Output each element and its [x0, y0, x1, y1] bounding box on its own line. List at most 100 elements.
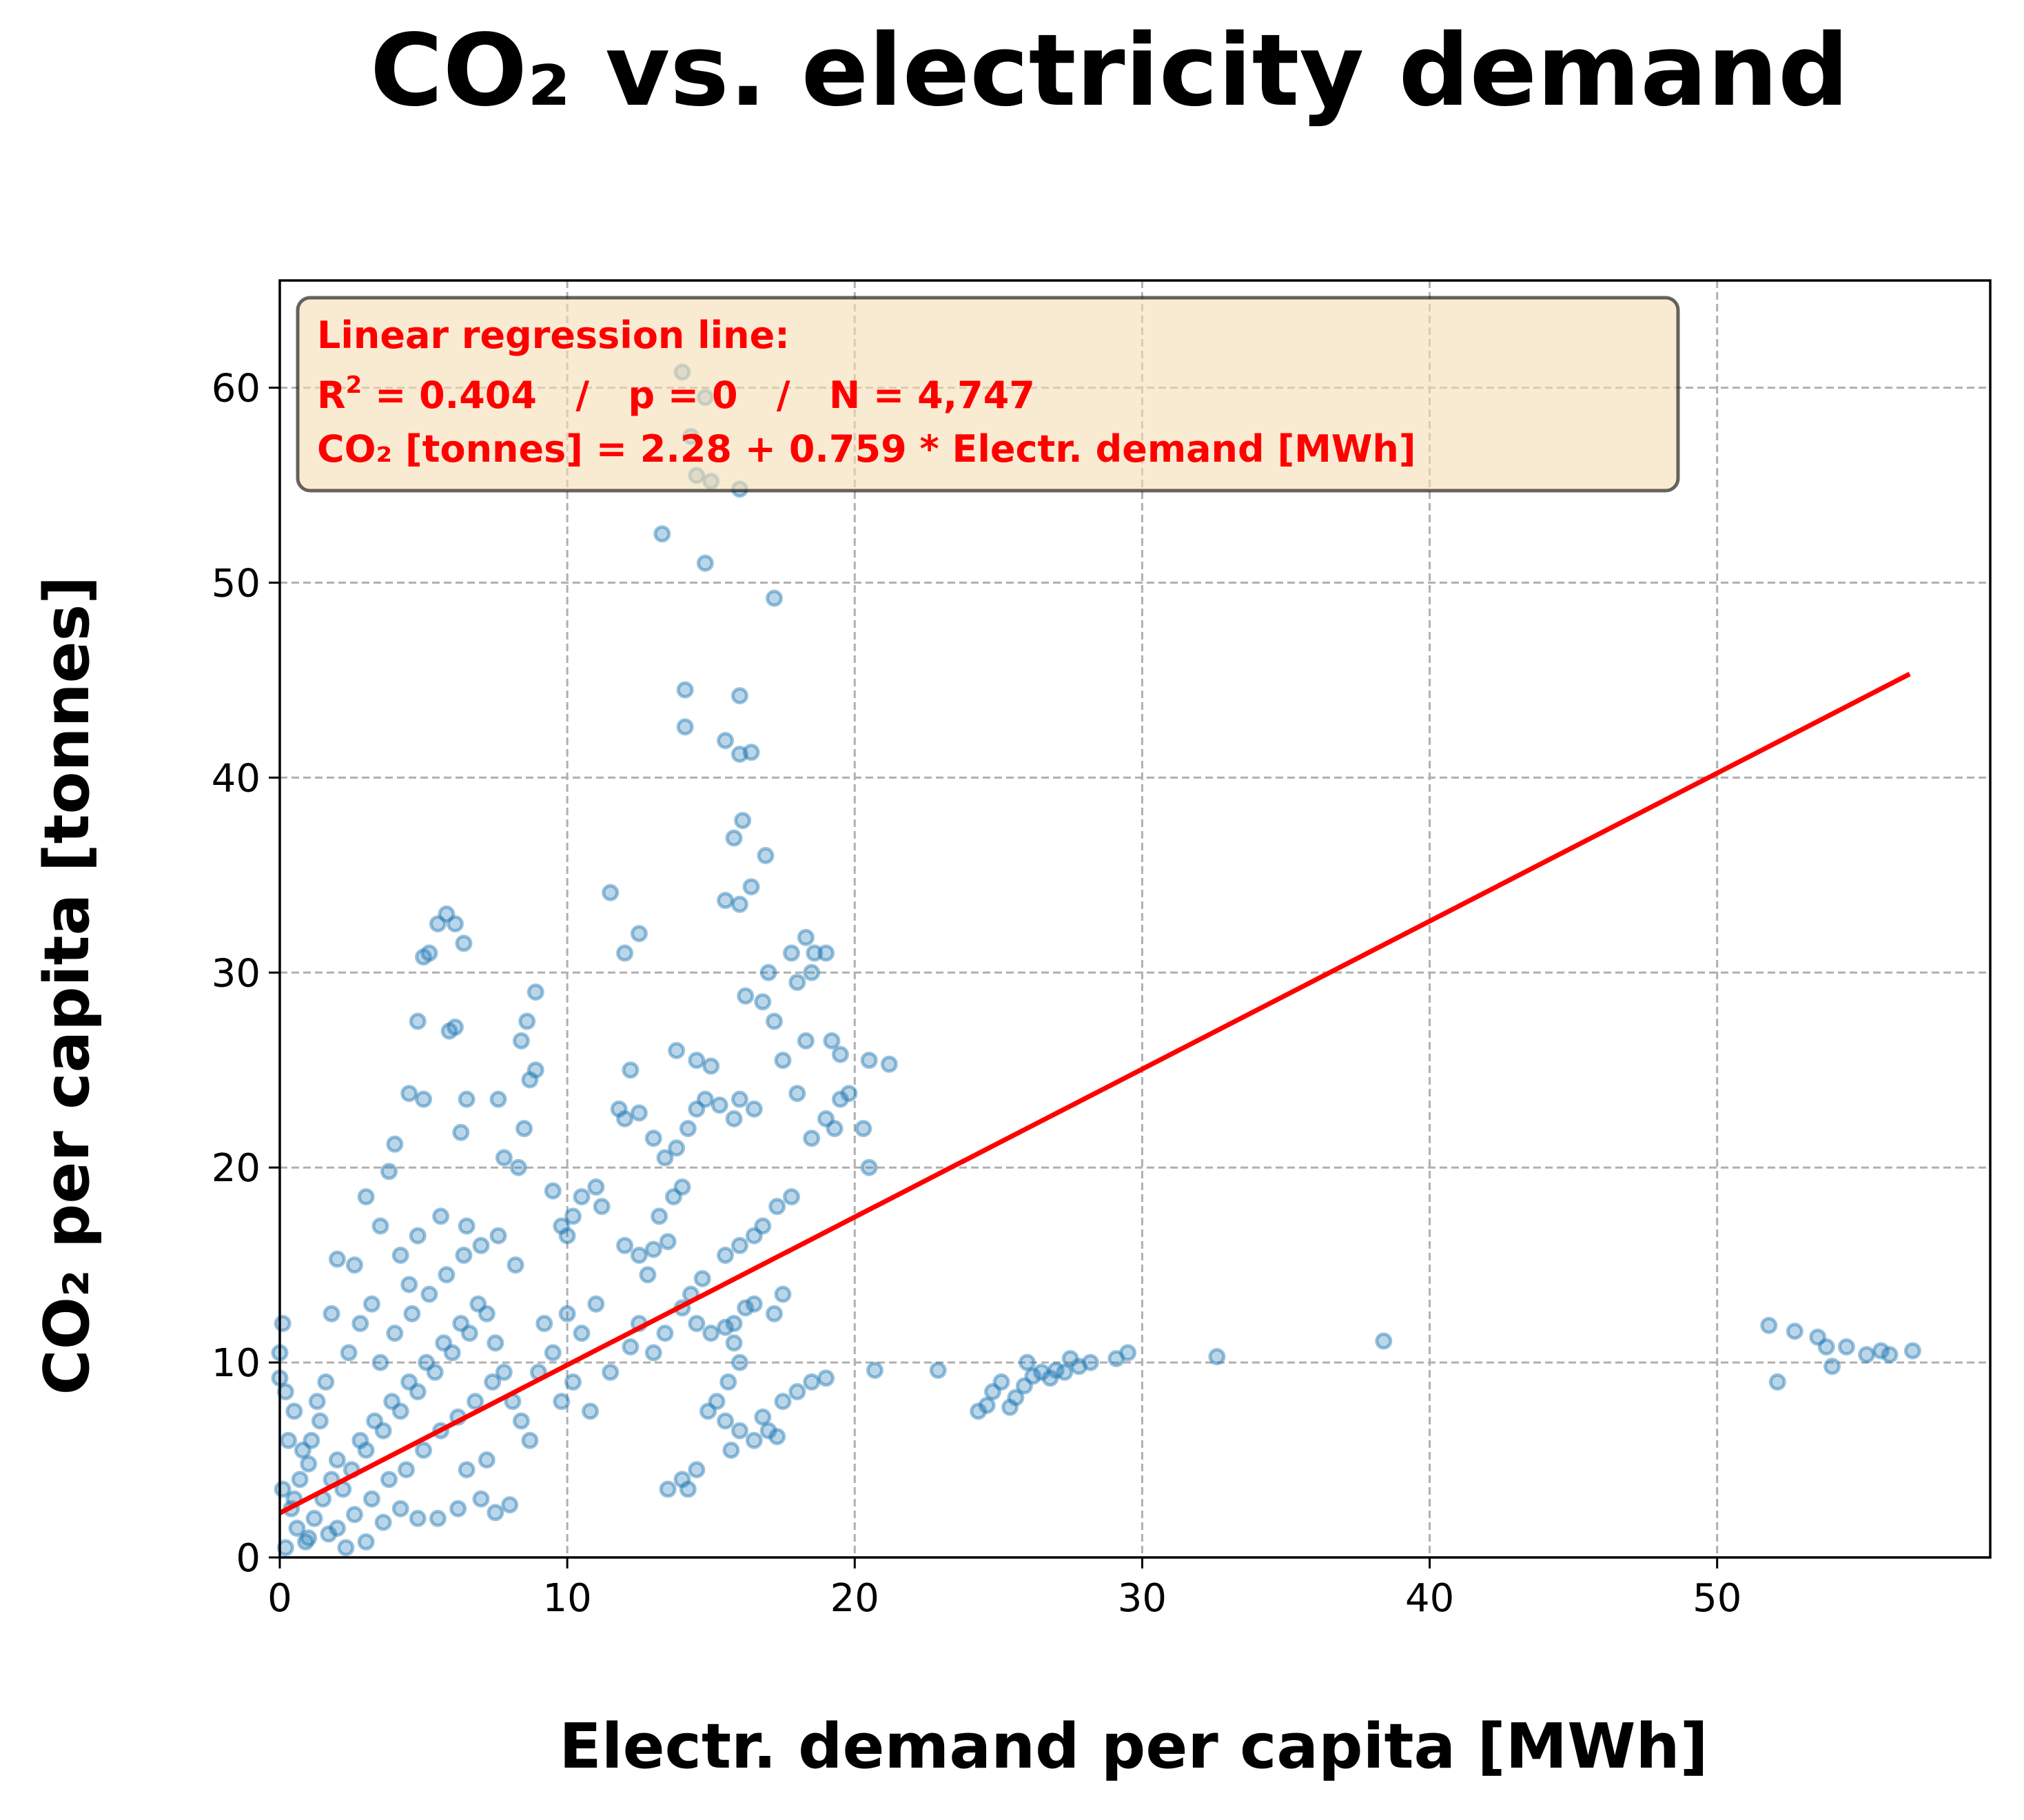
data-point — [1809, 1328, 1827, 1346]
data-point — [345, 1256, 363, 1274]
data-point — [366, 1412, 384, 1430]
data-point — [1041, 1369, 1059, 1387]
data-point — [521, 1071, 539, 1089]
data-point — [717, 1247, 735, 1265]
data-point — [409, 1012, 427, 1030]
data-point — [757, 847, 775, 865]
data-point — [1061, 1349, 1079, 1367]
data-point — [783, 944, 801, 962]
data-point — [717, 1318, 735, 1336]
grid — [280, 280, 1990, 1557]
data-point — [1786, 1322, 1803, 1340]
data-point — [357, 1188, 375, 1206]
data-point — [300, 1529, 318, 1547]
data-point — [754, 1217, 772, 1235]
data-point — [438, 905, 456, 923]
data-point — [708, 1393, 726, 1411]
data-point — [460, 1325, 478, 1342]
data-point — [371, 1353, 389, 1371]
data-point — [472, 1490, 490, 1508]
regression-line — [278, 671, 1911, 1515]
data-point — [803, 963, 821, 981]
data-point — [553, 1217, 571, 1235]
data-point — [527, 983, 544, 1001]
y-axis-label: CO₂ per capita [tonnes] — [31, 576, 103, 1395]
data-point — [426, 1363, 444, 1381]
data-point — [866, 1361, 883, 1379]
data-point — [391, 1500, 409, 1517]
data-point — [415, 1441, 433, 1459]
data-point — [308, 1393, 326, 1411]
data-point — [587, 1295, 605, 1313]
data-point — [291, 1471, 309, 1489]
data-point — [823, 1032, 841, 1050]
data-point — [386, 1135, 404, 1153]
data-point — [446, 1019, 464, 1036]
data-point — [630, 925, 648, 943]
data-point — [440, 1022, 458, 1040]
data-point — [527, 1061, 544, 1079]
data-point — [1119, 1344, 1137, 1362]
data-point — [383, 1393, 401, 1411]
data-point — [418, 1353, 436, 1371]
data-point — [558, 1305, 576, 1322]
data-point — [398, 1461, 416, 1479]
data-point — [357, 1533, 375, 1551]
data-point — [656, 1325, 674, 1342]
data-point — [929, 1361, 947, 1379]
data-point — [1817, 1338, 1835, 1356]
data-point — [826, 1120, 844, 1138]
data-point — [1047, 1361, 1065, 1379]
data-point — [730, 895, 748, 913]
data-point — [742, 878, 760, 896]
data-point — [1208, 1348, 1226, 1366]
x-tick-label: 0 — [267, 1576, 292, 1621]
data-point — [742, 744, 760, 761]
data-point — [553, 1393, 571, 1411]
data-point — [1032, 1363, 1050, 1381]
data-point — [693, 1269, 711, 1287]
data-point — [860, 1052, 878, 1070]
data-point — [765, 1012, 783, 1030]
data-point — [452, 1315, 470, 1333]
data-point — [970, 1402, 988, 1420]
y-tick-label: 30 — [212, 951, 260, 996]
data-point — [688, 1052, 706, 1070]
data-point — [340, 1344, 358, 1362]
data-point — [679, 1120, 697, 1138]
data-point — [303, 1431, 320, 1449]
data-point — [518, 1012, 536, 1030]
data-point — [783, 1188, 801, 1206]
annotation-line-1: Linear regression line: — [317, 314, 790, 357]
data-point — [274, 1315, 292, 1333]
y-tick-label: 60 — [212, 367, 260, 411]
data-point — [679, 1480, 697, 1498]
data-point — [803, 1373, 821, 1391]
data-point — [737, 987, 755, 1005]
data-point — [765, 1305, 783, 1322]
y-tick-label: 0 — [236, 1536, 260, 1581]
data-point — [374, 1513, 392, 1531]
data-point — [455, 934, 473, 952]
data-point — [630, 1104, 648, 1122]
data-point — [730, 1353, 748, 1371]
data-point — [323, 1305, 340, 1322]
data-point — [409, 1227, 427, 1245]
data-point — [639, 1266, 657, 1284]
data-point — [992, 1373, 1010, 1391]
data-point — [717, 1412, 735, 1430]
data-point — [1056, 1363, 1074, 1381]
data-point — [745, 1227, 763, 1245]
data-point — [1823, 1358, 1841, 1376]
data-point — [754, 1408, 772, 1426]
data-point — [745, 1100, 763, 1118]
data-point — [774, 1052, 792, 1070]
data-point — [357, 1441, 375, 1459]
data-point — [489, 1090, 507, 1108]
data-point — [415, 1090, 433, 1108]
data-point — [725, 1334, 743, 1352]
data-point — [429, 915, 447, 933]
data-point — [380, 1163, 398, 1180]
data-point — [676, 718, 694, 736]
data-point — [699, 1402, 717, 1420]
